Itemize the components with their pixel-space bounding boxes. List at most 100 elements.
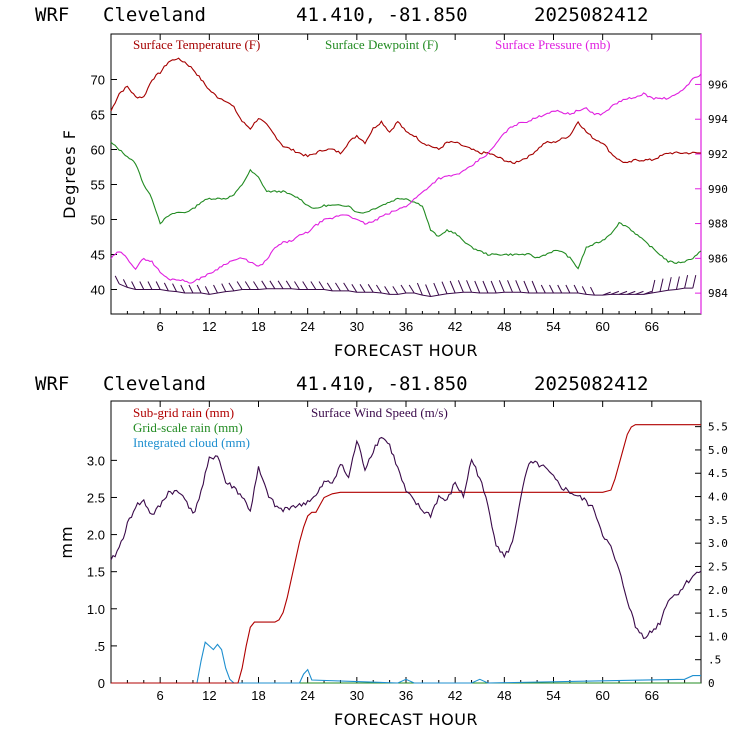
panel2-y-axis-label: mm	[57, 525, 76, 558]
wind-barb	[228, 282, 235, 292]
y2-tick-label: 4.0	[708, 491, 728, 504]
x-tick-label: 42	[448, 319, 462, 334]
wind-barb	[131, 281, 137, 290]
wind-barb	[565, 284, 571, 294]
wind-barb	[335, 282, 341, 292]
y-tick-label: 2.5	[87, 490, 105, 505]
panel1-y-axis-label: Degrees F	[60, 129, 79, 219]
panel1-location: Cleveland	[103, 4, 206, 26]
wind-barb	[236, 281, 243, 290]
wind-barb	[531, 280, 538, 294]
wind-barb	[540, 284, 546, 294]
wind-barb-baseline	[119, 283, 693, 298]
y-tick-label: 50	[91, 213, 105, 228]
y-tick-label: 0	[98, 676, 105, 691]
wind-barb	[384, 286, 391, 295]
y2-tick-label: 4.5	[708, 467, 728, 480]
panel1-legend: Surface Temperature (F) Surface Dewpoint…	[133, 37, 611, 52]
x-tick-label: 30	[350, 319, 364, 334]
subgrid-rain-line	[111, 424, 701, 684]
wind-barb	[375, 284, 382, 294]
wind-barb	[408, 284, 415, 294]
wind-barb	[294, 281, 300, 290]
wind-barb	[498, 280, 505, 293]
panel2-header: WRF Cleveland 41.410, -81.850 2025082412	[35, 373, 648, 395]
x-tick-label: 60	[595, 319, 609, 334]
wind-barb	[441, 281, 448, 294]
legend-temperature: Surface Temperature (F)	[133, 37, 260, 52]
y2-tick-label: 990	[708, 183, 728, 196]
wind-barb	[590, 286, 595, 296]
wind-barb	[172, 283, 178, 292]
wind-barb	[602, 291, 611, 296]
panel2-coords: 41.410, -81.850	[296, 373, 468, 395]
panel1-y-ticks: 40 45 50 55 60 65 70	[91, 73, 117, 298]
wind-barb	[474, 280, 481, 294]
legend-grid-rain: Grid-scale rain (mm)	[133, 420, 243, 435]
wind-barb	[635, 290, 644, 295]
x-tick-label: 24	[300, 319, 314, 334]
x-tick-label: 66	[645, 688, 659, 703]
panel2-y-ticks: 0 .5 1.0 1.5 2.0 2.5 3.0	[87, 453, 117, 691]
wind-barb	[310, 281, 317, 290]
y2-tick-label: 984	[708, 287, 728, 300]
x-tick-label: 48	[497, 688, 511, 703]
y2-tick-label: 3.5	[708, 514, 728, 527]
wind-barb	[549, 284, 554, 294]
x-tick-label: 6	[157, 319, 164, 334]
panel1-series	[110, 57, 702, 284]
y-tick-label: 70	[91, 73, 105, 88]
wind-speed-line	[110, 436, 702, 640]
y2-tick-label: 2.0	[708, 584, 728, 597]
x-tick-label: 60	[595, 688, 609, 703]
temperature-line	[110, 57, 702, 165]
wind-barb	[643, 290, 652, 295]
y2-tick-label: 1.0	[708, 630, 728, 643]
wind-barb	[425, 284, 432, 297]
wind-barb	[163, 282, 169, 292]
wind-barb	[457, 280, 464, 293]
x-tick-label: 24	[300, 688, 314, 703]
wind-barb	[114, 275, 120, 285]
wind-barb	[490, 280, 497, 294]
wind-barb	[482, 280, 489, 294]
x-tick-label: 18	[251, 688, 265, 703]
wind-barb	[204, 286, 210, 295]
y-tick-label: 40	[91, 283, 105, 298]
x-tick-label: 42	[448, 688, 462, 703]
y-tick-label: 60	[91, 143, 105, 158]
wind-barb	[400, 284, 407, 294]
legend-subgrid-rain: Sub-grid rain (mm)	[133, 405, 234, 420]
y2-tick-label: 996	[708, 78, 728, 91]
wind-barb	[449, 280, 456, 294]
x-tick-label: 6	[157, 688, 164, 703]
panel2-run: 2025082412	[534, 373, 648, 395]
panel1-run: 2025082412	[534, 4, 648, 26]
wind-barb	[466, 280, 473, 293]
x-tick-label: 48	[497, 319, 511, 334]
y2-tick-label: 0	[708, 677, 715, 690]
wind-barb	[188, 284, 194, 294]
wind-barb	[196, 284, 202, 294]
dewpoint-line	[110, 141, 702, 270]
wind-barb	[557, 284, 563, 294]
wind-barb	[627, 290, 636, 295]
x-tick-label: 54	[546, 688, 560, 703]
wind-barb	[523, 280, 530, 294]
y-tick-label: 3.0	[87, 453, 105, 468]
legend-pressure: Surface Pressure (mb)	[495, 37, 611, 52]
y2-tick-label: 5.5	[708, 421, 728, 434]
wind-barb	[416, 282, 423, 296]
y2-tick-label: 994	[708, 113, 728, 126]
wind-barb	[610, 290, 620, 295]
panel1-coords: 41.410, -81.850	[296, 4, 468, 26]
panel2-model: WRF	[35, 373, 69, 395]
y-tick-label: 55	[91, 178, 105, 193]
wind-barb	[692, 274, 697, 289]
wind-barb	[318, 281, 325, 290]
x-tick-label: 66	[645, 319, 659, 334]
y-tick-label: 45	[91, 248, 105, 263]
y-tick-label: 65	[91, 108, 105, 123]
panel1-x-ticks: 6 12 18 24 30 36 42 48 54 60 66	[126, 34, 686, 334]
